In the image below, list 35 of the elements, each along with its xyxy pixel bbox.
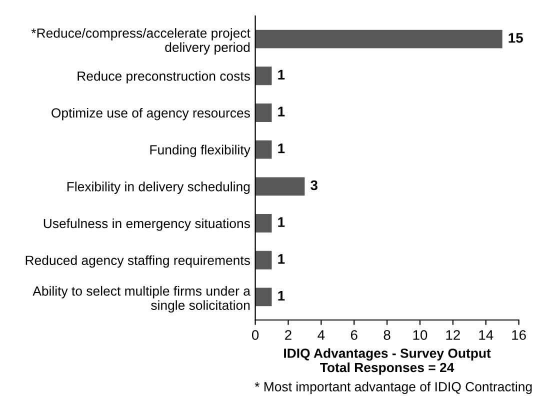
data-label: 3: [310, 180, 318, 190]
bar: [255, 214, 272, 232]
data-label: 1: [278, 291, 285, 301]
x-tick-label: 12: [446, 330, 460, 340]
x-tick-label: 10: [413, 330, 428, 340]
y-tick-label: Reduced agency staffing requirements: [26, 255, 250, 268]
y-tick-label: *Reduce/compress/accelerate project delivery period: [31, 28, 250, 55]
x-axis-title: IDIQ Advantages - Survey Output Total Responses = 24: [284, 348, 491, 375]
x-tick-label: 4: [318, 330, 325, 340]
x-tick-label: 2: [285, 330, 292, 340]
text: * Most important advantage of IDIQ Contracting: [254, 382, 532, 394]
x-tick-label: 14: [479, 330, 494, 340]
data-label: 1: [278, 106, 285, 116]
data-label: 1: [278, 217, 285, 227]
bar: [255, 30, 502, 48]
data-label: 1: [278, 254, 285, 264]
x-tick-label: 0: [252, 330, 259, 340]
y-tick-label: Reduce preconstruction costs: [78, 71, 250, 84]
y-tick-label: Funding flexibility: [150, 144, 250, 158]
x-tick-label: 8: [384, 330, 390, 340]
y-tick-label: Optimize use of agency resources: [52, 108, 250, 120]
bar: [255, 288, 272, 306]
x-tick-label: 16: [512, 330, 526, 340]
y-tick-label: Ability to select multiple firms under a single solicitation: [32, 286, 250, 313]
x-tick-label: 6: [350, 330, 358, 340]
data-label: 1: [278, 70, 285, 80]
bar: [255, 177, 305, 196]
bar: [255, 140, 272, 159]
bar: [255, 104, 272, 122]
bar: [255, 66, 272, 86]
bar: [255, 250, 272, 270]
y-tick-label: Flexibility in delivery scheduling: [67, 182, 250, 194]
data-label: 1: [278, 144, 285, 154]
data-label: 15: [508, 33, 523, 43]
y-tick-label: Usefulness in emergency situations: [44, 218, 250, 231]
